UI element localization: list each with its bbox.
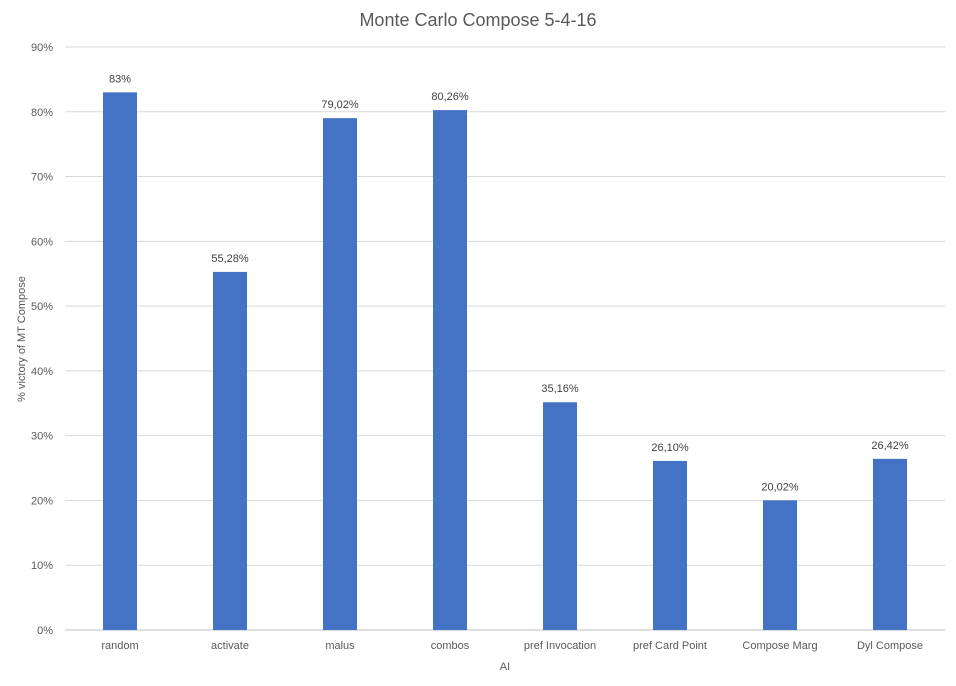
bar: [213, 271, 247, 630]
data-label: 26,10%: [651, 442, 689, 454]
x-tick-label: activate: [211, 640, 249, 652]
data-label: 83%: [109, 73, 131, 85]
y-tick-label: 20%: [31, 495, 53, 507]
bar: [433, 110, 467, 630]
bars: [103, 92, 907, 631]
y-tick-label: 10%: [31, 560, 53, 572]
x-tick-label: malus: [325, 640, 355, 652]
bar: [873, 458, 907, 630]
data-label: 55,28%: [211, 253, 249, 265]
x-axis-ticks: random activate malus combos pref Invocation…: [101, 640, 923, 652]
chart-title: Monte Carlo Compose 5-4-16: [359, 10, 596, 30]
data-label: 20,02%: [761, 481, 799, 493]
y-tick-label: 60%: [31, 236, 53, 248]
y-tick-label: 50%: [31, 301, 53, 313]
y-tick-label: 0%: [37, 625, 53, 637]
x-tick-label: Compose Marg: [742, 640, 817, 652]
bar: [653, 460, 687, 630]
y-tick-label: 70%: [31, 172, 53, 184]
y-tick-label: 40%: [31, 366, 53, 378]
data-label: 26,42%: [871, 440, 909, 452]
x-tick-label: random: [101, 640, 138, 652]
x-axis-title: AI: [500, 661, 510, 673]
data-labels: 83% 55,28% 79,02% 80,26% 35,16% 26,10% 20,02% 2…: [109, 73, 909, 493]
x-tick-label: pref Invocation: [524, 640, 596, 652]
data-label: 35,16%: [541, 383, 579, 395]
bar: [103, 92, 137, 631]
y-axis-ticks: 0% 10% 20% 30% 40% 50% 60% 70% 80% 90%: [31, 42, 53, 637]
x-tick-label: pref Card Point: [633, 640, 707, 652]
x-tick-label: combos: [431, 640, 470, 652]
y-tick-label: 90%: [31, 42, 53, 54]
gridlines: [65, 46, 945, 631]
bar: [323, 118, 357, 630]
data-label: 80,26%: [431, 91, 469, 103]
y-tick-label: 30%: [31, 431, 53, 443]
y-axis-title: % victory of MT Compose: [16, 276, 28, 402]
y-tick-label: 80%: [31, 107, 53, 119]
x-tick-label: Dyl Compose: [857, 640, 923, 652]
data-label: 79,02%: [321, 99, 359, 111]
bar: [543, 402, 577, 630]
bar: [763, 500, 797, 630]
